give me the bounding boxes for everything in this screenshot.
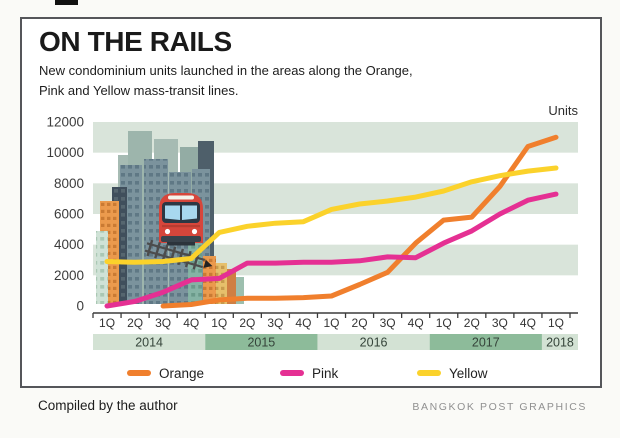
- svg-text:1Q: 1Q: [548, 316, 564, 330]
- svg-text:2014: 2014: [135, 336, 163, 350]
- infographic-card: 0 2000 4000 6000 8000 10000 12000 1Q 2Q 3Q 4Q 1Q 2Q 3…: [20, 17, 602, 388]
- svg-text:2Q: 2Q: [239, 316, 255, 330]
- chart-subtitle: New condominium units launched in the ar…: [39, 63, 413, 98]
- svg-text:2000: 2000: [54, 268, 84, 283]
- svg-text:2Q: 2Q: [352, 316, 368, 330]
- legend-item-yellow: Yellow: [417, 365, 488, 381]
- legend-label-orange: Orange: [159, 365, 205, 381]
- svg-text:2Q: 2Q: [127, 316, 143, 330]
- legend-label-pink: Pink: [312, 365, 339, 381]
- series-line-yellow: [104, 165, 559, 265]
- series-line-pink: [104, 191, 559, 309]
- legend-swatch-yellow: [417, 369, 441, 377]
- svg-text:1Q: 1Q: [323, 316, 339, 330]
- track-arrow-icon: [203, 259, 213, 268]
- page-title: ON THE RAILS: [39, 26, 232, 57]
- svg-text:0: 0: [76, 299, 84, 314]
- chart-lines: [104, 134, 559, 309]
- svg-text:1Q: 1Q: [436, 316, 452, 330]
- svg-text:1Q: 1Q: [211, 316, 227, 330]
- city-skyline-illustration: [96, 131, 244, 304]
- svg-text:4000: 4000: [54, 237, 84, 252]
- legend-swatch-pink: [280, 369, 304, 377]
- chart-axis: 0 2000 4000 6000 8000 10000 12000 1Q 2Q 3Q 4Q 1Q 2Q 3…: [46, 115, 578, 350]
- legend-label-yellow: Yellow: [449, 365, 488, 381]
- source-text: BANGKOK POST GRAPHICS: [412, 401, 587, 413]
- svg-text:2016: 2016: [360, 336, 388, 350]
- legend-swatch-orange: [127, 369, 151, 377]
- chart-svg: 0 2000 4000 6000 8000 10000 12000 1Q 2Q 3Q 4Q 1Q 2Q 3…: [46, 115, 578, 350]
- svg-text:3Q: 3Q: [380, 316, 396, 330]
- svg-text:3Q: 3Q: [155, 316, 171, 330]
- svg-text:10000: 10000: [46, 145, 84, 160]
- svg-text:2Q: 2Q: [464, 316, 480, 330]
- y-axis-units-label: Units: [548, 103, 578, 118]
- svg-text:2015: 2015: [247, 336, 275, 350]
- page-crop-mark: [55, 0, 78, 5]
- svg-text:6000: 6000: [54, 207, 84, 222]
- legend-item-orange: Orange: [127, 365, 204, 381]
- svg-text:4Q: 4Q: [295, 316, 311, 330]
- svg-text:4Q: 4Q: [408, 316, 424, 330]
- series-line-orange: [160, 134, 559, 309]
- credit-text: Compiled by the author: [38, 398, 178, 413]
- svg-text:4Q: 4Q: [183, 316, 199, 330]
- svg-text:2017: 2017: [472, 336, 500, 350]
- legend-item-pink: Pink: [280, 365, 338, 381]
- svg-text:12000: 12000: [46, 115, 84, 130]
- svg-text:2018: 2018: [546, 336, 574, 350]
- svg-text:4Q: 4Q: [520, 316, 536, 330]
- train-icon: [159, 193, 203, 246]
- svg-text:1Q: 1Q: [99, 316, 115, 330]
- svg-text:3Q: 3Q: [267, 316, 283, 330]
- svg-text:8000: 8000: [54, 176, 84, 191]
- svg-text:3Q: 3Q: [492, 316, 508, 330]
